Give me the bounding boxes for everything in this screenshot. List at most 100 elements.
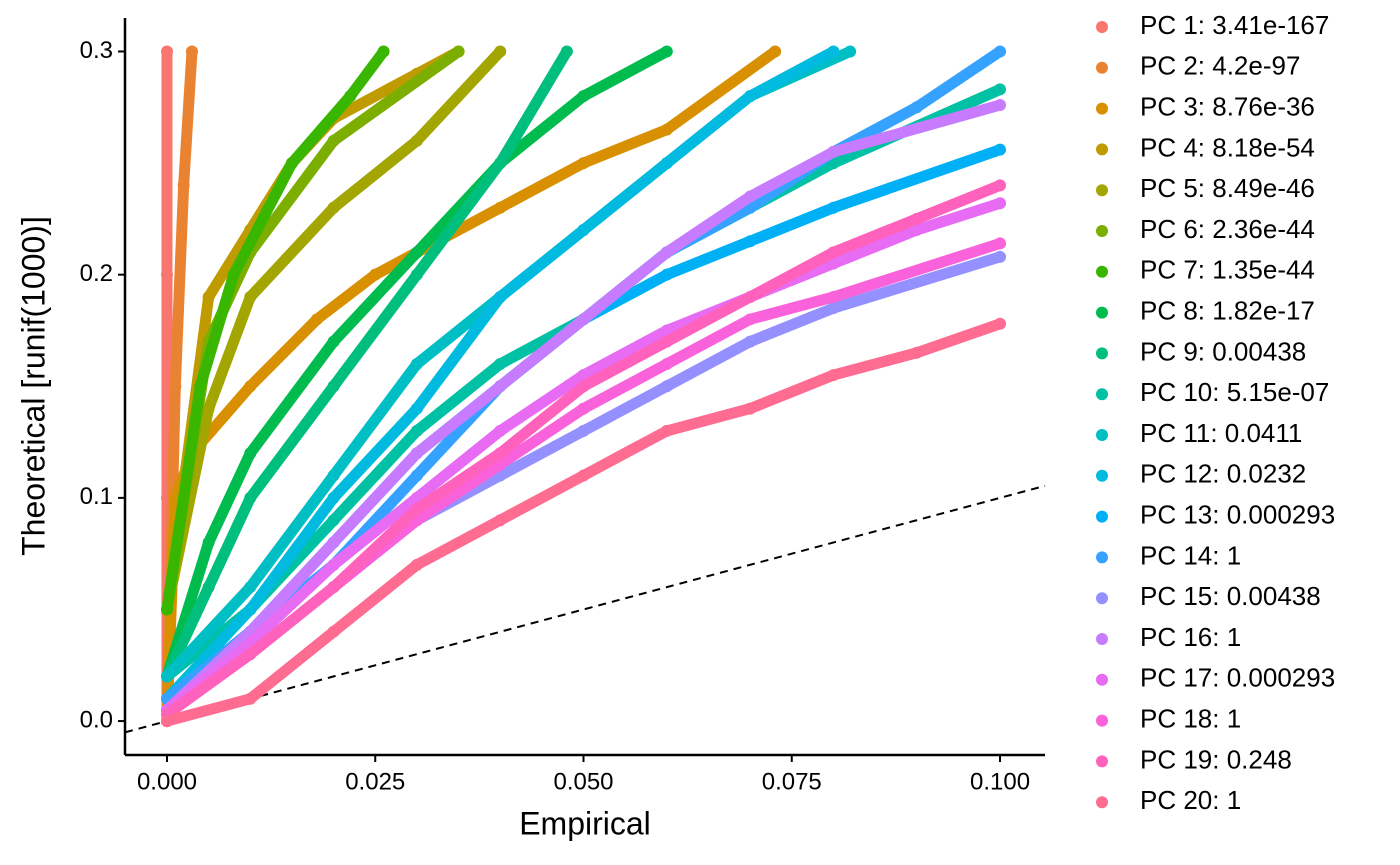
point <box>160 268 173 281</box>
point <box>744 402 757 415</box>
point <box>327 625 340 638</box>
point <box>827 302 840 315</box>
legend-swatch <box>1096 306 1108 319</box>
y-tick-label: 0.0 <box>80 706 113 733</box>
point <box>202 536 215 549</box>
point <box>744 290 757 303</box>
point <box>994 99 1007 112</box>
point <box>244 648 257 661</box>
series <box>160 179 1007 721</box>
point <box>327 335 340 348</box>
legend-swatch <box>1096 755 1108 768</box>
series-band <box>161 45 506 615</box>
legend-swatch <box>1096 61 1108 74</box>
point <box>744 235 757 248</box>
point <box>744 90 757 103</box>
point <box>410 246 423 259</box>
point <box>577 380 590 393</box>
point <box>494 201 507 214</box>
point <box>827 45 840 58</box>
point <box>169 380 182 393</box>
point <box>327 380 340 393</box>
point <box>244 603 257 616</box>
point <box>910 101 923 114</box>
point <box>660 246 673 259</box>
legend-text: PC 1: 3.41e-167 <box>1140 10 1329 40</box>
point <box>244 447 257 460</box>
point <box>494 157 507 170</box>
point <box>185 45 198 58</box>
legend-swatch <box>1096 551 1108 564</box>
legend-swatch <box>1096 388 1108 401</box>
legend-swatch <box>1096 184 1108 197</box>
point <box>827 290 840 303</box>
point <box>160 45 173 58</box>
point <box>494 45 507 58</box>
point <box>494 424 507 437</box>
series <box>160 317 1007 728</box>
point <box>327 514 340 527</box>
x-tick-label: 0.075 <box>762 768 822 795</box>
point <box>285 157 298 170</box>
legend-swatch <box>1096 143 1108 156</box>
legend: PC 1: 3.41e-167 PC 2: 4.2e-97 PC 3: 8.76e-… <box>1096 10 1335 815</box>
legend-text: PC 16: 1 <box>1140 622 1241 652</box>
point <box>577 424 590 437</box>
point <box>227 268 240 281</box>
legend-text: PC 14: 1 <box>1140 540 1241 570</box>
point <box>744 335 757 348</box>
point <box>327 491 340 504</box>
reference-line <box>124 484 1046 734</box>
x-tick-label: 0.050 <box>553 768 613 795</box>
legend-text: PC 20: 1 <box>1140 785 1241 815</box>
point <box>410 558 423 571</box>
legend-text: PC 7: 1.35e-44 <box>1140 255 1315 285</box>
legend-swatch <box>1096 21 1108 33</box>
point <box>494 514 507 527</box>
point <box>377 45 390 58</box>
point <box>660 324 673 337</box>
point <box>744 313 757 326</box>
y-tick-label: 0.2 <box>80 260 113 287</box>
point <box>660 424 673 437</box>
legend-swatch <box>1096 225 1108 237</box>
y-tick-label: 0.3 <box>80 37 113 64</box>
legend-text: PC 5: 8.49e-46 <box>1140 173 1315 203</box>
series-band <box>161 99 1006 716</box>
point <box>577 469 590 482</box>
legend-text: PC 17: 0.000293 <box>1140 663 1335 693</box>
series-band <box>161 45 673 682</box>
point <box>660 157 673 170</box>
y-axis-title: Theoretical [runif(1000)] <box>15 216 51 556</box>
point <box>844 45 857 58</box>
point <box>910 346 923 359</box>
point <box>494 380 507 393</box>
point <box>994 179 1007 192</box>
point <box>327 536 340 549</box>
legend-swatch <box>1096 469 1108 482</box>
legend-text: PC 9: 0.00438 <box>1140 336 1306 366</box>
point <box>410 357 423 370</box>
legend-swatch <box>1096 102 1108 115</box>
legend-text: PC 15: 0.00438 <box>1140 581 1321 611</box>
point <box>994 317 1007 330</box>
point <box>994 197 1007 210</box>
point <box>452 45 465 58</box>
point <box>177 179 190 192</box>
series <box>160 45 573 683</box>
legend-text: PC 12: 0.0232 <box>1140 459 1306 489</box>
legend-text: PC 11: 0.0411 <box>1140 418 1302 448</box>
point <box>160 670 173 683</box>
point <box>344 90 357 103</box>
x-tick-label: 0.100 <box>970 768 1030 795</box>
legend-text: PC 13: 0.000293 <box>1140 499 1335 529</box>
point <box>827 246 840 259</box>
x-tick-label: 0.025 <box>345 768 405 795</box>
legend-swatch <box>1096 796 1108 809</box>
point <box>560 45 573 58</box>
point <box>369 268 382 281</box>
point <box>202 581 215 594</box>
legend-text: PC 19: 0.248 <box>1140 744 1292 774</box>
point <box>194 380 207 393</box>
